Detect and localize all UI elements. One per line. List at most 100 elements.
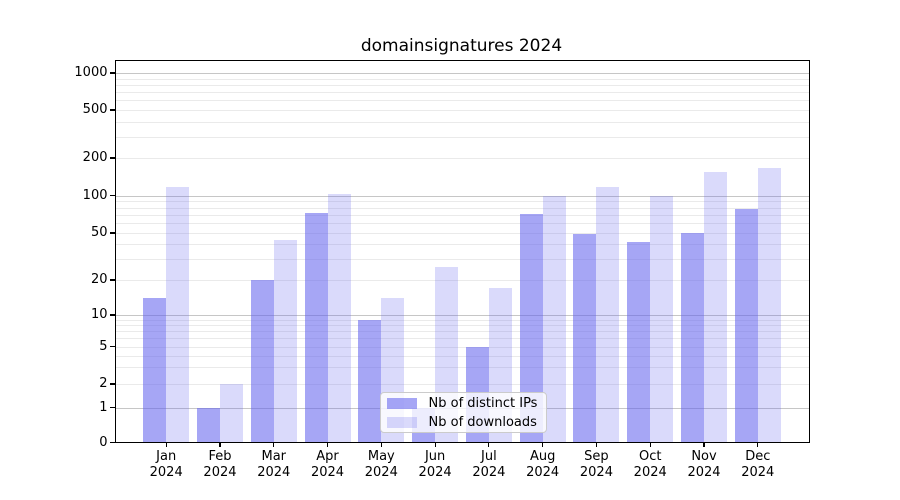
minor-gridline xyxy=(114,280,810,281)
x-tick-mark xyxy=(219,442,221,447)
minor-gridline xyxy=(114,201,810,203)
x-tick-year: 2024 xyxy=(310,465,345,480)
minor-gridline xyxy=(114,331,810,333)
bar-distinct-ips-nov xyxy=(681,233,704,443)
minor-gridline xyxy=(114,214,810,216)
x-tick-mark xyxy=(380,442,382,447)
x-tick-label: Dec 2024 xyxy=(730,449,786,481)
legend-label: Nb of distinct IPs xyxy=(428,395,538,411)
bar-distinct-ips-oct xyxy=(627,241,651,443)
bar-distinct-ips-sep xyxy=(573,234,597,443)
x-tick-month: Sep xyxy=(584,449,609,464)
x-tick-month: Jul xyxy=(481,449,497,464)
y-tick-label: 1000 xyxy=(74,65,108,80)
legend: Nb of distinct IPs Nb of downloads xyxy=(379,391,547,433)
x-tick-mark xyxy=(165,442,167,447)
minor-gridline xyxy=(114,325,810,327)
bar-distinct-ips-may xyxy=(358,319,382,443)
x-tick-mark xyxy=(595,442,598,447)
major-gridline xyxy=(114,73,810,74)
x-tick-label: Mar 2024 xyxy=(246,449,302,481)
x-tick-mark xyxy=(703,442,705,447)
minor-gridline xyxy=(114,136,810,138)
bar-downloads-aug xyxy=(542,195,566,443)
minor-gridline xyxy=(114,338,810,340)
bar-distinct-ips-jan xyxy=(143,298,167,443)
major-gridline xyxy=(114,315,810,316)
x-tick-month: Jan xyxy=(156,449,177,464)
x-tick-mark xyxy=(434,442,436,447)
y-tick-label: 2 xyxy=(99,376,108,391)
y-tick-mark xyxy=(109,194,115,197)
x-tick-month: May xyxy=(367,449,395,464)
y-tick-mark xyxy=(109,383,115,385)
minor-gridline xyxy=(114,110,810,111)
x-tick-month: Mar xyxy=(261,449,287,464)
minor-gridline xyxy=(114,158,810,159)
legend-entry: Nb of distinct IPs xyxy=(386,394,546,413)
minor-gridline xyxy=(114,244,810,246)
bar-distinct-ips-mar xyxy=(250,280,274,443)
minor-gridline xyxy=(114,121,810,123)
y-tick-label: 20 xyxy=(90,272,108,287)
bar-downloads-feb xyxy=(219,384,243,443)
minor-gridline xyxy=(114,346,810,348)
bar-downloads-nov xyxy=(704,172,727,443)
plot-area: Nb of distinct IPs Nb of downloads xyxy=(114,60,810,443)
x-tick-year: 2024 xyxy=(257,465,291,480)
bar-distinct-ips-feb xyxy=(196,407,220,443)
minor-gridline xyxy=(114,233,810,234)
x-tick-year: 2024 xyxy=(203,465,237,480)
bar-downloads-dec xyxy=(757,168,781,443)
y-tick-label: 500 xyxy=(82,102,108,117)
x-tick-mark xyxy=(326,442,329,447)
y-tick-mark xyxy=(109,441,115,444)
major-gridline xyxy=(114,195,810,197)
minor-gridline xyxy=(114,259,810,261)
bar-downloads-apr xyxy=(327,194,351,443)
x-tick-label: Oct 2024 xyxy=(622,449,678,481)
bar-distinct-ips-apr xyxy=(304,212,328,443)
minor-gridline xyxy=(114,84,810,86)
y-tick-mark xyxy=(109,157,115,159)
y-tick-label: 200 xyxy=(82,150,108,165)
x-tick-year: 2024 xyxy=(472,465,506,480)
x-tick-label: Feb 2024 xyxy=(192,449,248,481)
y-tick-mark xyxy=(109,232,115,234)
x-tick-year: 2024 xyxy=(364,465,398,480)
minor-gridline xyxy=(114,355,810,357)
x-tick-mark xyxy=(273,442,275,447)
x-tick-label: Aug 2024 xyxy=(515,449,571,481)
legend-swatch xyxy=(386,397,417,409)
x-tick-mark xyxy=(488,442,490,447)
minor-gridline xyxy=(114,384,810,385)
y-tick-mark xyxy=(109,279,115,281)
y-tick-label: 1 xyxy=(99,399,108,415)
y-tick-label: 5 xyxy=(99,338,108,354)
minor-gridline xyxy=(114,207,810,209)
x-tick-month: Nov xyxy=(691,449,717,464)
chart-title: domainsignatures 2024 xyxy=(360,36,563,56)
x-tick-year: 2024 xyxy=(526,465,560,480)
x-tick-year: 2024 xyxy=(633,465,667,480)
bar-downloads-sep xyxy=(596,187,620,443)
minor-gridline xyxy=(114,319,810,321)
x-tick-label: Sep 2024 xyxy=(568,449,624,481)
minor-gridline xyxy=(114,100,810,102)
legend-label: Nb of downloads xyxy=(428,414,537,430)
legend-swatch xyxy=(386,416,417,428)
bar-downloads-jan xyxy=(166,186,190,443)
x-tick-year: 2024 xyxy=(418,465,452,480)
bar-distinct-ips-dec xyxy=(734,208,758,443)
x-tick-month: Aug xyxy=(529,449,556,464)
x-tick-year: 2024 xyxy=(149,465,183,480)
y-tick-mark xyxy=(109,72,115,74)
x-tick-year: 2024 xyxy=(579,465,613,480)
x-tick-year: 2024 xyxy=(687,465,721,480)
bar-distinct-ips-aug xyxy=(519,214,543,443)
x-tick-label: Nov 2024 xyxy=(676,449,732,481)
y-tick-mark xyxy=(109,314,115,316)
bar-downloads-oct xyxy=(650,195,674,443)
y-tick-label: 50 xyxy=(90,225,108,240)
x-tick-mark xyxy=(757,442,759,447)
